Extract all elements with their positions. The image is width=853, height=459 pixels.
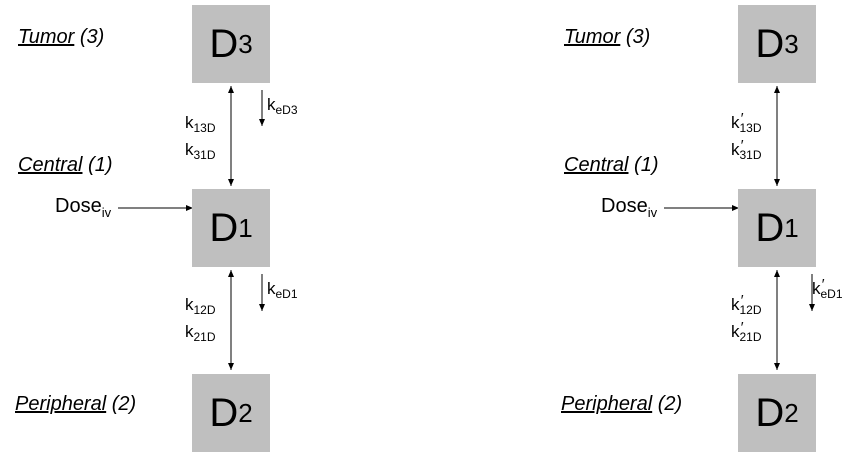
label-tumor-2: Tumor (3) [564, 26, 651, 48]
label-peripheral: Peripheral (2) [15, 393, 137, 415]
rate-k13-k31: k13D k31D [185, 113, 216, 162]
rate-ked1: keD1 [267, 279, 298, 301]
dose-label: Doseiv [55, 195, 112, 220]
label-central: Central (1) [18, 154, 113, 176]
label-central-2: Central (1) [564, 154, 659, 176]
rate-k12-k21: k12D k21D [185, 295, 216, 344]
dose-label-2: Doseiv [601, 195, 658, 220]
label-peripheral-2: Peripheral (2) [561, 393, 683, 415]
rate-ked1-prime: keD1 [812, 274, 843, 305]
rate-k13-k31-prime: k13D k31D [731, 108, 762, 166]
label-tumor: Tumor (3) [18, 26, 105, 48]
rate-ked3: keD3 [267, 95, 298, 117]
rate-k12-k21-prime: k12D k21D [731, 290, 762, 348]
left-arrows [118, 86, 265, 370]
